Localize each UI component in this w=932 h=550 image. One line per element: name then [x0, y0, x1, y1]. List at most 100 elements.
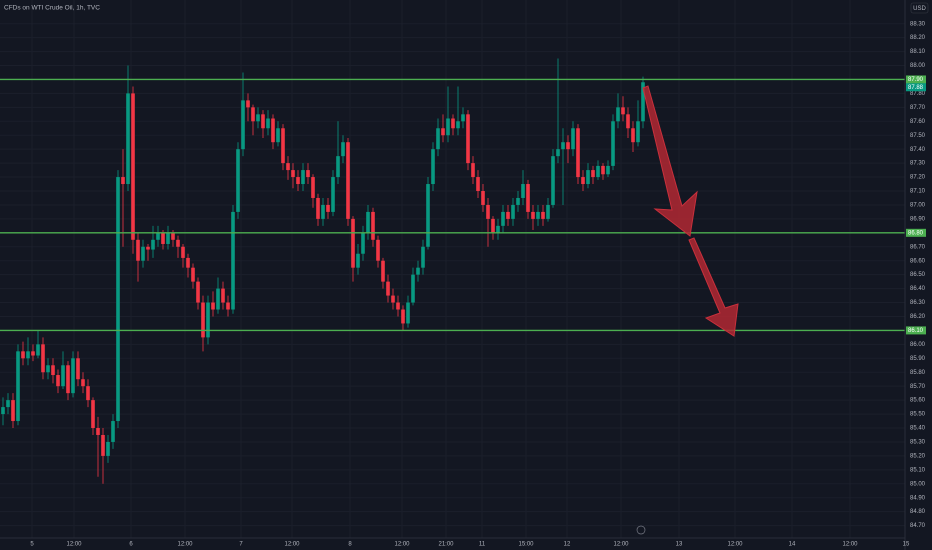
- candle-body: [411, 274, 415, 303]
- candle-body: [511, 204, 515, 219]
- candle-body: [576, 128, 580, 178]
- candle-body: [81, 379, 85, 387]
- candle-body: [56, 375, 60, 387]
- candle-body: [506, 211, 510, 219]
- x-tick-label: 12:00: [727, 542, 743, 548]
- candle-body: [11, 400, 15, 422]
- candle-body: [306, 170, 310, 178]
- candle-body: [406, 302, 410, 324]
- candle-body: [251, 107, 255, 122]
- y-tick-label: 87.50: [910, 133, 926, 139]
- candle-body: [491, 218, 495, 233]
- event-icon[interactable]: [636, 525, 646, 535]
- candle-body: [236, 149, 240, 212]
- y-tick-label: 88.00: [910, 63, 926, 69]
- arrow-down: [642, 85, 698, 237]
- x-tick-label: 12:00: [842, 542, 858, 548]
- candle-body: [111, 421, 115, 442]
- y-tick-label: 85.30: [910, 440, 926, 446]
- arrows: [642, 85, 739, 337]
- candle-body: [641, 82, 645, 122]
- candle-body: [196, 281, 200, 303]
- y-tick-label: 85.90: [910, 356, 926, 362]
- candles: [1, 58, 645, 484]
- candle-body: [281, 128, 285, 164]
- candle-body: [96, 428, 100, 435]
- candle-body: [316, 197, 320, 219]
- candle-body: [476, 177, 480, 192]
- candle-body: [206, 302, 210, 338]
- x-tick-label: 11: [479, 542, 486, 548]
- candle-body: [101, 434, 105, 456]
- candle-body: [536, 211, 540, 219]
- candle-body: [596, 165, 600, 178]
- candle-body: [591, 170, 595, 178]
- candle-body: [71, 358, 75, 394]
- candle-body: [521, 184, 525, 198]
- y-tick-label: 84.90: [910, 495, 926, 501]
- candle-body: [21, 351, 25, 359]
- y-tick-label: 85.10: [910, 467, 926, 473]
- candle-body: [121, 177, 125, 185]
- currency-box[interactable]: [910, 2, 929, 14]
- candle-body: [366, 211, 370, 233]
- candle-body: [451, 118, 455, 129]
- y-tick-label: 85.00: [910, 481, 926, 487]
- candle-body: [341, 142, 345, 157]
- candle-body: [41, 344, 45, 373]
- y-tick-label: 88.20: [910, 35, 926, 41]
- y-tick-label: 85.40: [910, 426, 926, 432]
- candle-body: [431, 149, 435, 185]
- candle-body: [631, 128, 635, 143]
- candle-body: [351, 218, 355, 268]
- candle-body: [226, 302, 230, 310]
- y-tick-label: 84.70: [910, 523, 926, 529]
- candle-body: [66, 365, 70, 394]
- y-tick-label: 86.90: [910, 216, 926, 222]
- candle-body: [336, 156, 340, 178]
- y-tick-label: 86.70: [910, 244, 926, 250]
- candle-body: [396, 302, 400, 310]
- candle-body: [331, 177, 335, 212]
- candle-body: [486, 204, 490, 219]
- currency: USD: [913, 6, 926, 12]
- level-label: 87.90: [908, 77, 924, 83]
- candle-body: [256, 114, 260, 122]
- candle-body: [91, 400, 95, 429]
- candle-body: [31, 351, 35, 356]
- candle-body: [391, 295, 395, 303]
- price-tag: [906, 83, 926, 92]
- chart-title: CFDs on WTI Crude Oil, 1h, TVC: [4, 5, 100, 12]
- x-tick-label: 6: [129, 542, 133, 548]
- candle-body: [501, 211, 505, 226]
- candle-body: [291, 170, 295, 178]
- y-tick-label: 85.70: [910, 384, 926, 390]
- candle-body: [241, 100, 245, 150]
- candle-body: [356, 253, 360, 268]
- candle-body: [131, 93, 135, 240]
- candle-body: [26, 351, 30, 359]
- levels: [0, 78, 905, 332]
- candle-body: [326, 204, 330, 212]
- y-tick-label: 86.40: [910, 286, 926, 292]
- x-tick-label: 12:00: [284, 542, 300, 548]
- level-tag: [906, 75, 926, 84]
- candle-body: [46, 365, 50, 373]
- candle-body: [516, 197, 520, 205]
- level-tag: [906, 228, 926, 237]
- candle-body: [161, 232, 165, 244]
- candle-body: [421, 246, 425, 268]
- candle-body: [371, 211, 375, 240]
- candle-body: [146, 246, 150, 250]
- candle-body: [466, 114, 470, 164]
- candle-body: [611, 121, 615, 166]
- candle-body: [166, 232, 170, 244]
- level-label: 86.10: [908, 328, 924, 334]
- candle-body: [606, 165, 610, 175]
- y-tick-label: 85.50: [910, 412, 926, 418]
- candle-body: [231, 211, 235, 310]
- y-tick-label: 86.60: [910, 258, 926, 264]
- candle-body: [271, 118, 275, 143]
